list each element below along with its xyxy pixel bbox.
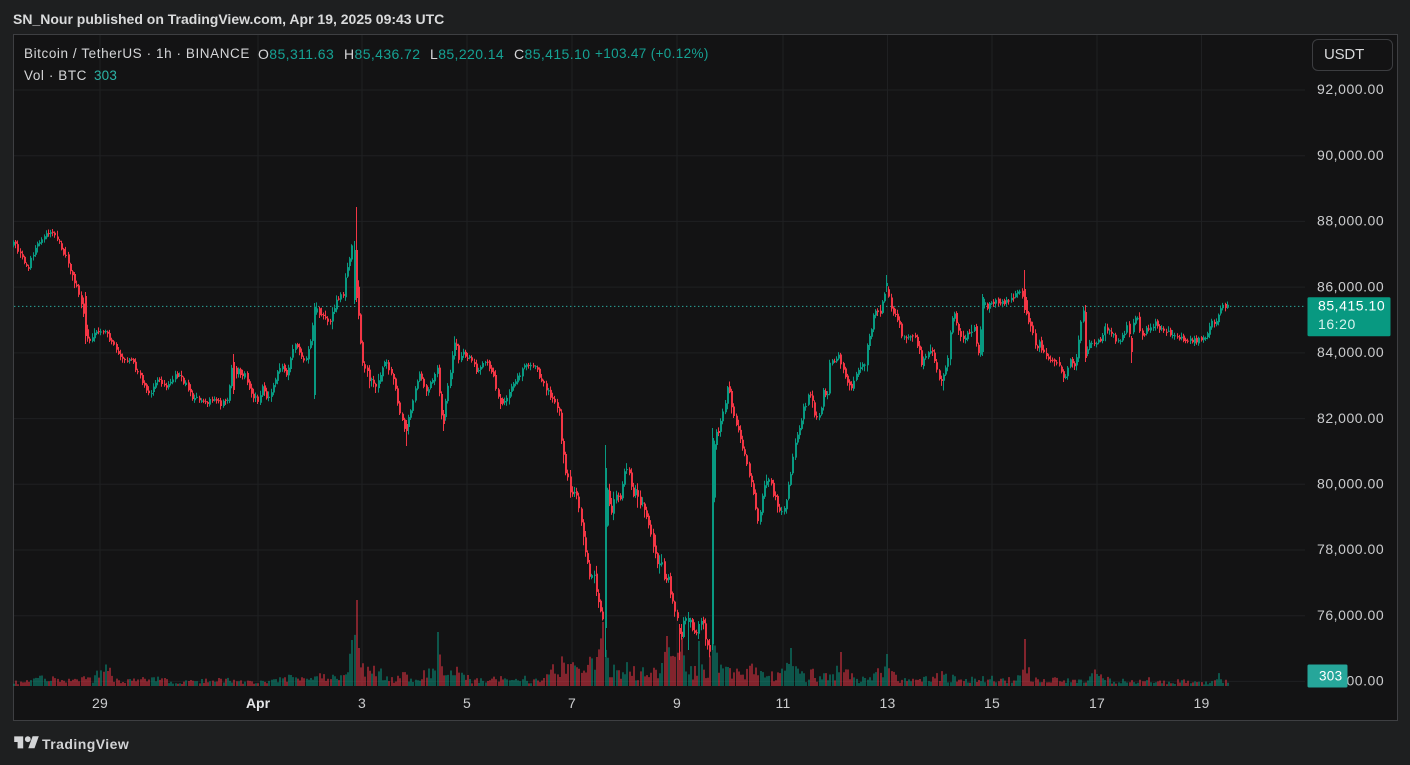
svg-text:16:20: 16:20: [1318, 316, 1356, 332]
svg-text:19: 19: [1194, 695, 1210, 711]
svg-text:17: 17: [1089, 695, 1105, 711]
svg-text:86,000.00: 86,000.00: [1317, 278, 1384, 294]
svg-text:80,000.00: 80,000.00: [1317, 476, 1384, 492]
svg-text:85,415.10: 85,415.10: [1318, 297, 1385, 313]
svg-text:5: 5: [463, 695, 471, 711]
svg-text:88,000.00: 88,000.00: [1317, 213, 1384, 229]
svg-text:78,000.00: 78,000.00: [1317, 541, 1384, 557]
svg-text:7: 7: [568, 695, 576, 711]
svg-text:76,000.00: 76,000.00: [1317, 607, 1384, 623]
svg-text:90,000.00: 90,000.00: [1317, 147, 1384, 163]
svg-text:82,000.00: 82,000.00: [1317, 410, 1384, 426]
svg-text:3: 3: [358, 695, 366, 711]
svg-text:15: 15: [984, 695, 1000, 711]
svg-text:13: 13: [880, 695, 896, 711]
svg-text:11: 11: [776, 695, 791, 711]
svg-text:92,000.00: 92,000.00: [1317, 81, 1384, 97]
svg-text:303: 303: [1319, 669, 1342, 684]
svg-text:84,000.00: 84,000.00: [1317, 344, 1384, 360]
svg-text:Apr: Apr: [246, 695, 271, 711]
svg-text:9: 9: [673, 695, 681, 711]
svg-text:29: 29: [92, 695, 108, 711]
